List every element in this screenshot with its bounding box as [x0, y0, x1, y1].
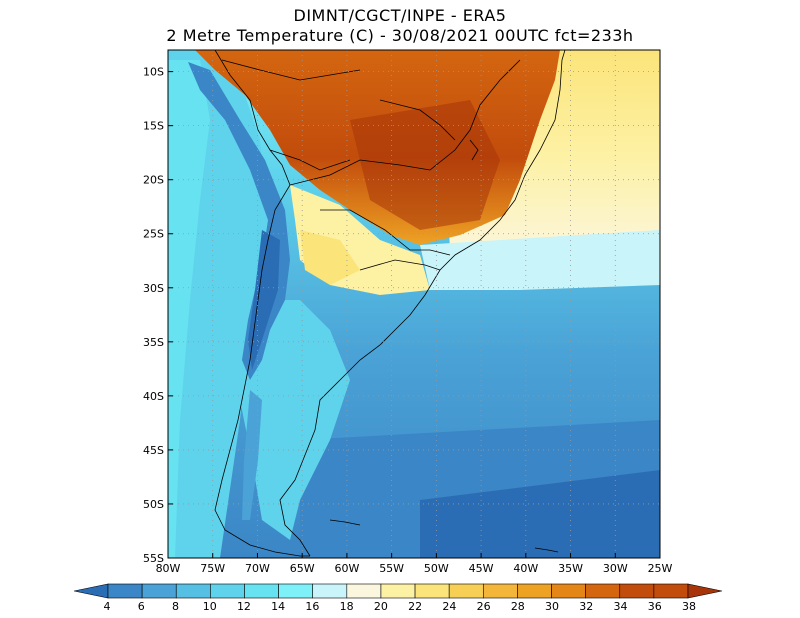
- map-title-line2: 2 Metre Temperature (C) - 30/08/2021 00U…: [166, 26, 634, 45]
- lon-tick-label: 75W: [200, 562, 225, 575]
- map-title-line1: DIMNT/CGCT/INPE - ERA5: [293, 6, 507, 25]
- lon-ticks: 80W 75W 70W 65W 60W 55W 50W 45W 40W 35W 30W 25W: [156, 553, 673, 575]
- falklands-coast: [329, 519, 361, 526]
- colorbar-max-arrow: [687, 583, 723, 599]
- continental-hottest-field: [350, 100, 500, 230]
- lat-tick-label: 55S: [143, 552, 164, 565]
- lat-tick-label: 10S: [143, 66, 164, 79]
- lon-tick-label: 65W: [290, 562, 315, 575]
- lat-tick-label: 15S: [143, 120, 164, 133]
- andes-coldest-field: [248, 230, 280, 370]
- colorbar-segment: [175, 583, 211, 599]
- lon-tick-label: 30W: [603, 562, 628, 575]
- lon-tick-label: 80W: [156, 562, 181, 575]
- colorbar-label: 4: [104, 600, 111, 613]
- colorbar-segment: [517, 583, 552, 599]
- peru-brazil-border: [221, 59, 361, 81]
- southern-coldest-field: [420, 470, 660, 558]
- colorbar-segment: [551, 583, 586, 599]
- pacific-coastline: [214, 50, 310, 557]
- lon-tick-label: 50W: [424, 562, 449, 575]
- colorbar-label: 38: [682, 600, 696, 613]
- colorbar-segment: [482, 583, 518, 599]
- colorbar-segment: [414, 583, 450, 599]
- mato-grosso-border: [379, 99, 456, 141]
- lon-tick-label: 25W: [648, 562, 673, 575]
- colorbar-label: 16: [305, 600, 319, 613]
- argentina-uruguay-border: [359, 259, 441, 271]
- lat-tick-label: 50S: [143, 498, 164, 511]
- colorbar-label: 32: [579, 600, 593, 613]
- colorbar-label: 24: [442, 600, 456, 613]
- atlantic-coastline: [279, 50, 566, 557]
- chaco-warm-field: [300, 230, 360, 285]
- lon-tick-label: 35W: [558, 562, 583, 575]
- colorbar-segment: [448, 583, 484, 599]
- colorbar-label: 26: [477, 600, 491, 613]
- colorbar-label: 34: [614, 600, 628, 613]
- lat-tick-label: 40S: [143, 390, 164, 403]
- colorbar-segment: [653, 583, 689, 599]
- colorbar-label: 8: [172, 600, 179, 613]
- lon-tick-label: 55W: [379, 562, 404, 575]
- colorbar-label: 20: [374, 600, 388, 613]
- patagonia-field: [240, 300, 350, 540]
- peru-bolivia-border: [269, 149, 351, 171]
- colorbar-segment: [278, 583, 314, 599]
- colorbar-segment: [346, 583, 382, 599]
- colorbar-segment: [107, 583, 143, 599]
- colorbar-label: 18: [340, 600, 354, 613]
- colorbar-segment: [141, 583, 177, 599]
- lat-tick-label: 20S: [143, 174, 164, 187]
- grid-layer: [168, 50, 660, 558]
- lat-tick-label: 45S: [143, 444, 164, 457]
- colorbar-label: 28: [511, 600, 525, 613]
- colorbar: 4 6 8 10 12 14 16 18 20 22 24 26 28 30 32 34 36 38: [73, 583, 723, 613]
- colorbar-segment: [585, 583, 621, 599]
- paraguay-argentina-border: [320, 209, 451, 256]
- colorbar-label: 6: [138, 600, 145, 613]
- colorbar-segment: [619, 583, 655, 599]
- south-georgia-coast: [534, 547, 559, 553]
- lat-ticks: 10S 15S 20S 25S 30S 35S 40S 45S 50S 55S: [143, 66, 173, 565]
- colorbar-min-arrow: [73, 583, 109, 599]
- lat-tick-label: 30S: [143, 282, 164, 295]
- lon-tick-label: 40W: [513, 562, 538, 575]
- atlantic-mild-field: [420, 230, 660, 290]
- coastlines-layer: [214, 50, 566, 557]
- bolivia-brazil-border: [289, 59, 521, 186]
- lon-tick-label: 70W: [245, 562, 270, 575]
- colorbar-label: 22: [408, 600, 422, 613]
- colorbar-label: 36: [648, 600, 662, 613]
- colorbar-label: 10: [203, 600, 217, 613]
- colorbar-segment: [312, 583, 348, 599]
- colorbar-label: 14: [271, 600, 285, 613]
- lon-tick-label: 60W: [334, 562, 359, 575]
- pacific-far-field: [168, 60, 210, 558]
- lon-tick-label: 45W: [469, 562, 494, 575]
- colorbar-label: 12: [237, 600, 251, 613]
- field-layer: [168, 50, 660, 558]
- colorbar-segment: [210, 583, 245, 599]
- colorbar-segment: [244, 583, 279, 599]
- minas-gerais-border: [469, 139, 479, 161]
- southern-andes-field: [242, 390, 262, 520]
- lat-tick-label: 35S: [143, 336, 164, 349]
- lat-tick-label: 25S: [143, 228, 164, 241]
- colorbar-segment: [380, 583, 416, 599]
- map-frame: [167, 49, 661, 559]
- colorbar-label: 30: [545, 600, 559, 613]
